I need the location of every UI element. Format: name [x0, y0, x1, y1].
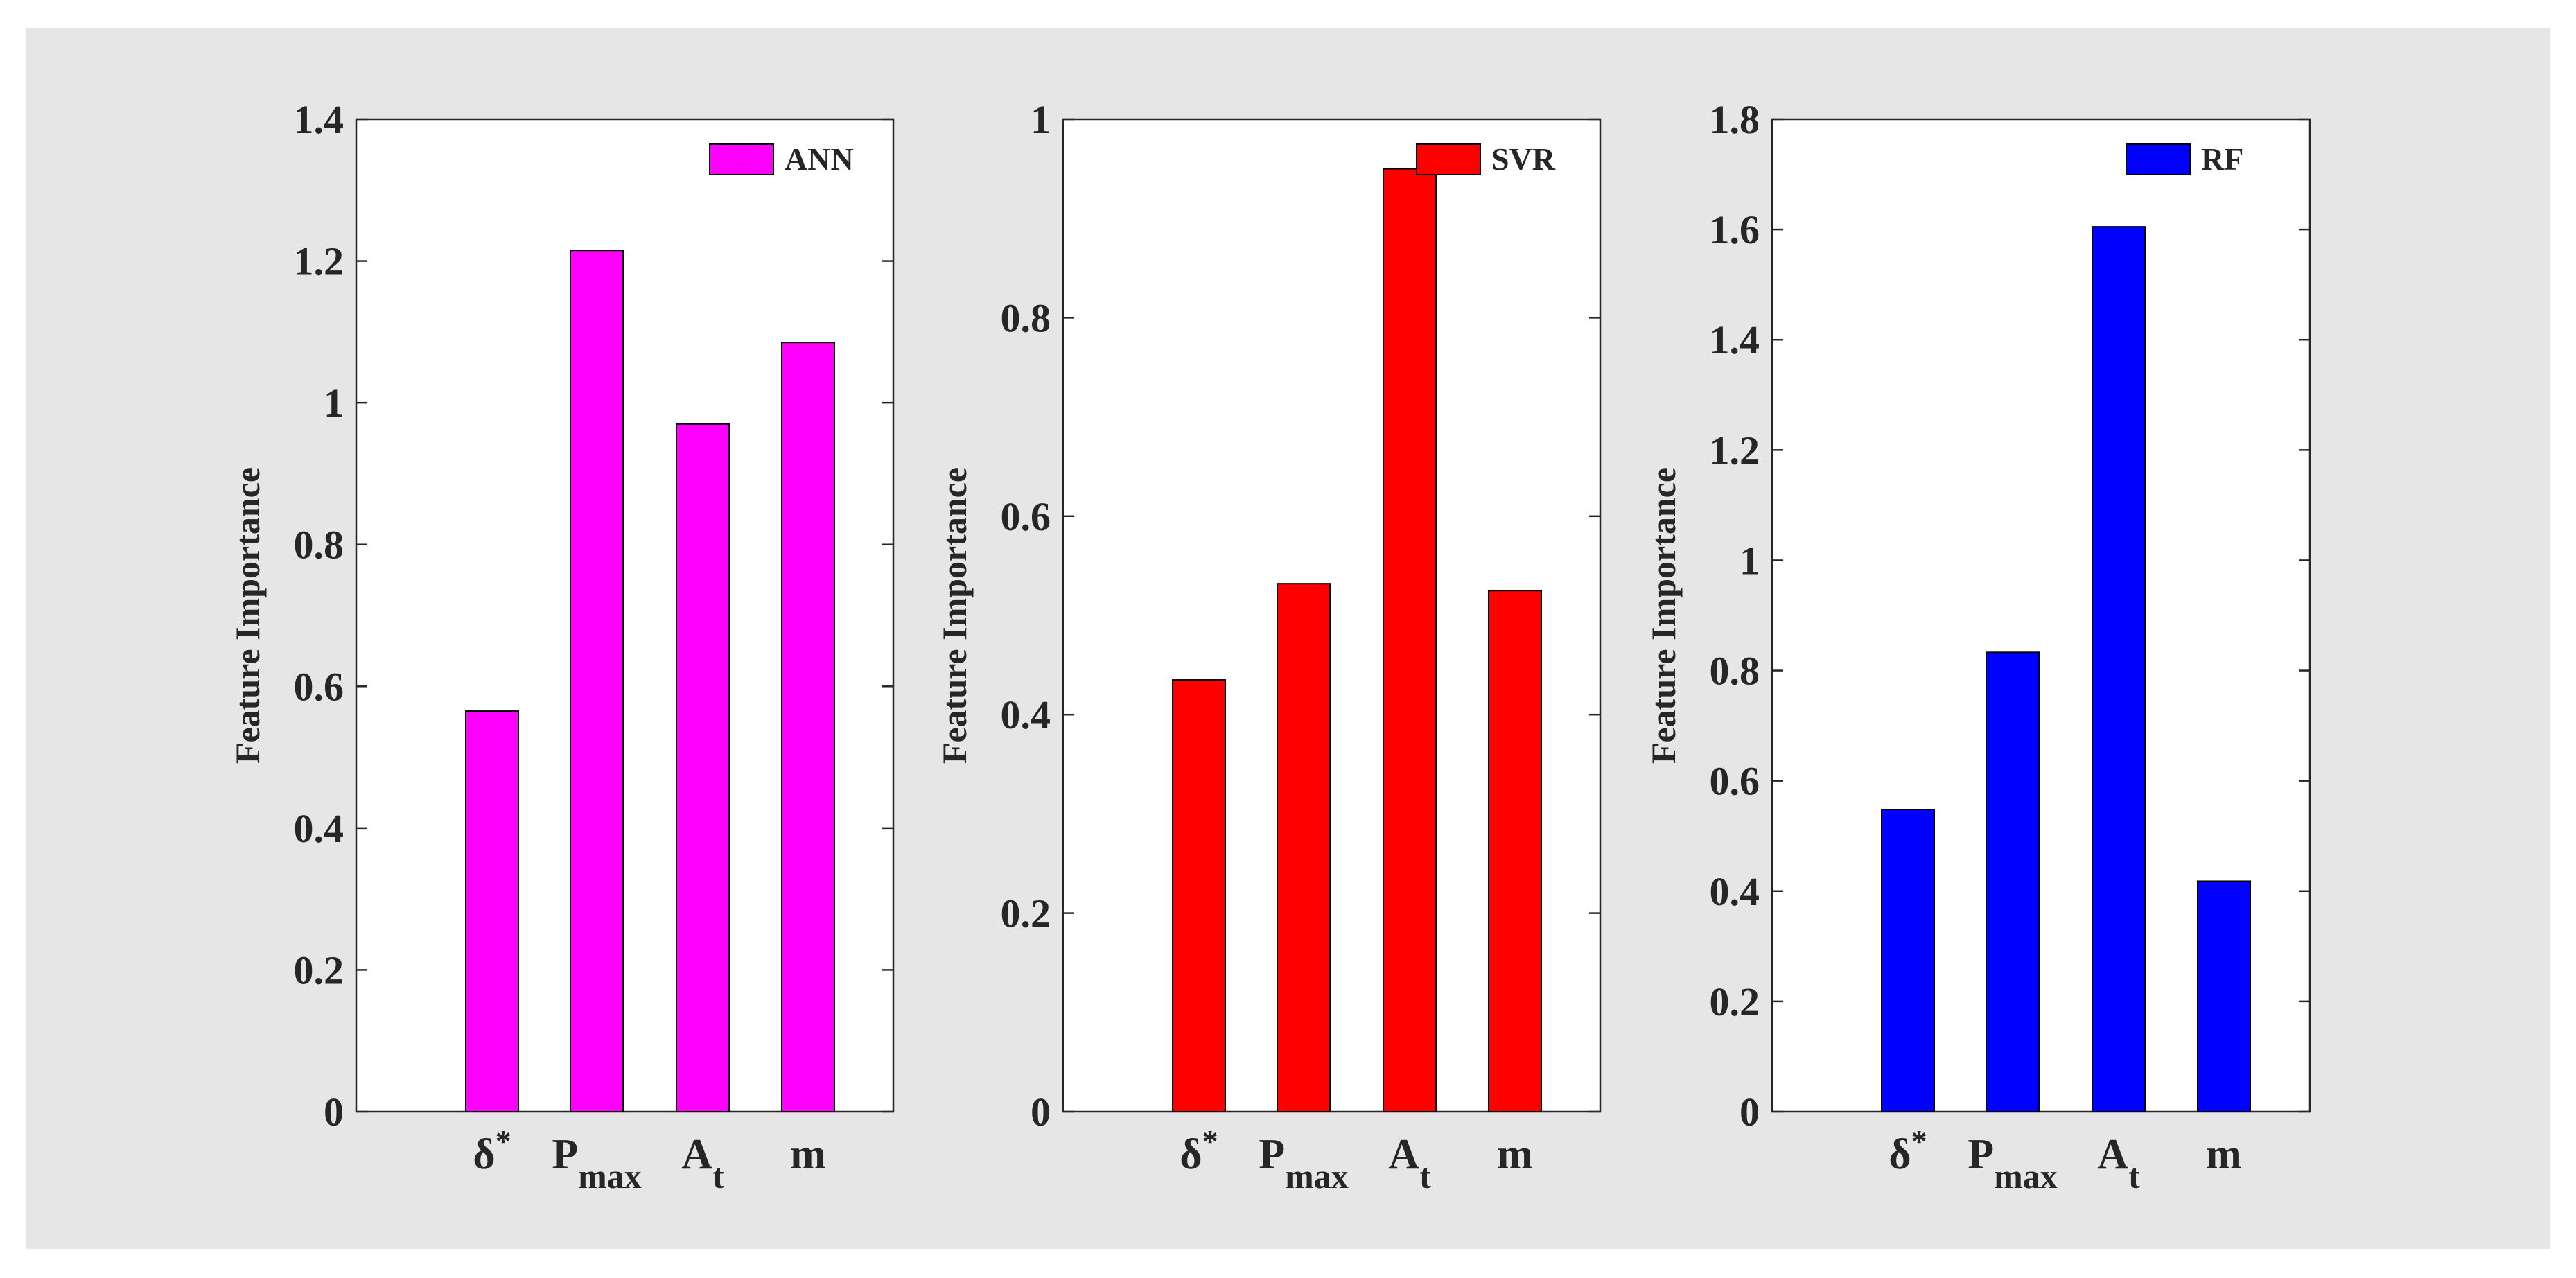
legend: ANN [709, 141, 854, 177]
y-tick-label: 0.8 [294, 523, 344, 568]
y-tick-label: 1.8 [1710, 97, 1760, 142]
legend-label: ANN [785, 141, 854, 177]
bar-svr-4 [1488, 590, 1542, 1112]
bar-rf-2 [1986, 651, 2040, 1112]
bar-ann-2 [570, 250, 624, 1113]
bar-ann-3 [676, 423, 730, 1112]
bar-ann-4 [781, 342, 835, 1113]
legend: SVR [1416, 141, 1556, 177]
x-tick-label: δ* [1180, 1123, 1218, 1178]
y-tick-label: 1.4 [1710, 317, 1760, 362]
y-tick-label: 0.2 [294, 947, 344, 992]
legend-swatch [1416, 143, 1481, 175]
x-tick-label: m [2206, 1131, 2242, 1178]
x-tick-label: At [2097, 1131, 2140, 1196]
x-tick-label: At [681, 1131, 724, 1196]
y-tick-label: 0 [1740, 1089, 1760, 1135]
bar-rf-1 [1881, 809, 1935, 1112]
x-tick-label: δ* [473, 1123, 511, 1178]
chart-panel-rf: 0 0.2 0.4 0.6 0.8 1 1.2 1.4 1.6 1.8 δ* Pmax At m Featu… [1644, 97, 2311, 1196]
y-tick-label: 0.4 [1710, 869, 1760, 914]
y-tick-label: 1 [1740, 538, 1760, 583]
y-axis-label: Feature Importance [1644, 467, 1683, 764]
x-tick-label: Pmax [1259, 1131, 1349, 1196]
y-tick-label: 0 [1031, 1089, 1051, 1135]
bar-rf-4 [2197, 880, 2251, 1112]
bar-ann-1 [465, 710, 519, 1112]
bar-rf-3 [2092, 226, 2146, 1113]
bar-svr-1 [1172, 679, 1226, 1112]
y-tick-label: 0.4 [1001, 692, 1051, 737]
chart-panel-ann: 0 0.2 0.4 0.6 0.8 1 1.2 1.4 δ* Pmax At m Feature Imp… [228, 97, 895, 1196]
chart-panel-svr: 0 0.2 0.4 0.6 0.8 1 δ* Pmax At m Feature Importanc… [935, 97, 1602, 1196]
legend-label: SVR [1491, 141, 1556, 177]
y-tick-label: 0.6 [1001, 494, 1051, 539]
y-tick-label: 1 [324, 380, 344, 426]
y-tick-label: 0.6 [1710, 759, 1760, 804]
y-tick-label: 1.2 [294, 239, 344, 284]
legend-swatch [2126, 143, 2191, 175]
y-tick-label: 1.4 [294, 97, 344, 142]
y-tick-label: 0.8 [1710, 649, 1760, 694]
y-axis-label: Feature Importance [228, 467, 267, 764]
legend-swatch [709, 143, 774, 175]
y-tick-label: 0 [324, 1089, 344, 1135]
y-tick-label: 0.4 [294, 806, 344, 851]
y-tick-label: 0.6 [294, 664, 344, 709]
x-tick-label: m [790, 1131, 826, 1178]
y-tick-label: 1.2 [1710, 428, 1760, 473]
bar-svr-3 [1383, 168, 1437, 1113]
y-tick-label: 0.2 [1001, 891, 1051, 936]
y-axis-label: Feature Importance [935, 467, 974, 764]
x-tick-label: m [1497, 1131, 1533, 1178]
x-tick-label: δ* [1889, 1123, 1927, 1178]
x-tick-label: At [1388, 1131, 1431, 1196]
y-tick-label: 0.8 [1001, 295, 1051, 340]
bar-svr-2 [1277, 583, 1331, 1112]
y-tick-label: 0.2 [1710, 979, 1760, 1024]
x-tick-label: Pmax [1968, 1131, 2058, 1196]
legend: RF [2126, 141, 2243, 177]
y-tick-label: 1 [1031, 97, 1051, 142]
x-tick-label: Pmax [552, 1131, 642, 1196]
legend-label: RF [2201, 141, 2243, 177]
y-tick-label: 1.6 [1710, 207, 1760, 252]
